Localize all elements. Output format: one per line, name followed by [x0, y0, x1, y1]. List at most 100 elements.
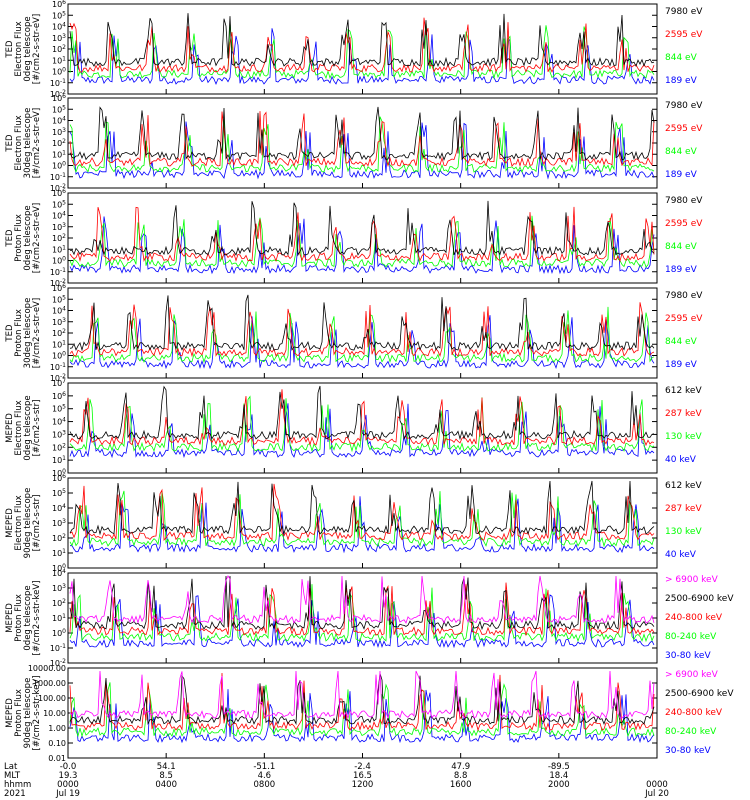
legend-entry: 130 keV	[665, 527, 702, 537]
y-tick-label: 10-1	[50, 267, 66, 277]
legend-entry: 2595 eV	[665, 30, 703, 40]
x-tick-label: 1600	[450, 780, 472, 790]
y-tick-label: 105	[52, 104, 66, 114]
legend-entry: 844 eV	[665, 242, 698, 252]
y-tick-label: 100	[52, 351, 66, 361]
panel-frame	[68, 193, 657, 283]
y-tick-label: 101	[52, 613, 66, 623]
legend-entry: 80-240 keV	[665, 632, 717, 642]
legend-entry: 287 keV	[665, 504, 702, 514]
y-tick-label: 103	[52, 583, 66, 593]
x-tick-label: 2000	[548, 780, 570, 790]
y-tick-label: 101	[52, 149, 66, 159]
y-tick-label: 103	[52, 429, 66, 439]
panel-8: 0.01 0.10 1.00 10.00 100.00 1000.00 10000.00 ME…	[5, 664, 734, 763]
flux-trace	[70, 107, 654, 160]
legend-entry: 189 eV	[665, 76, 698, 86]
y-tick-label: 105	[52, 294, 66, 304]
y-tick-label: 105	[52, 488, 66, 498]
y-tick-label: 1.00	[48, 724, 66, 733]
panel-6: 100 101 102 103 104 105 106 MEPED Electron Flux 9…	[5, 473, 702, 573]
y-axis-label: [#/cm2-s-str]	[32, 400, 42, 457]
legend-entry: 2595 eV	[665, 124, 703, 134]
legend-entry: 2595 eV	[665, 314, 703, 324]
y-tick-label: 102	[52, 44, 66, 54]
y-tick-label: 106	[52, 0, 66, 9]
flux-trace	[70, 682, 654, 736]
legend-entry: 40 keV	[665, 550, 697, 560]
x-tick-label: 0800	[254, 780, 276, 790]
flux-trace	[70, 386, 654, 439]
legend-entry: 844 eV	[665, 337, 698, 347]
y-tick-label: 101	[52, 339, 66, 349]
y-tick-label: 102	[52, 598, 66, 608]
flux-trace	[70, 307, 654, 362]
legend-entry: 189 eV	[665, 360, 698, 370]
y-tick-label: 102	[52, 138, 66, 148]
legend-entry: 30-80 keV	[665, 651, 711, 661]
y-axis-label: [#/cm2-s-str-eV]	[32, 203, 42, 273]
y-axis-label: [#/cm2-s-str-eV]	[32, 108, 42, 178]
flux-trace	[70, 576, 654, 623]
legend-entry: 612 keV	[665, 386, 702, 396]
y-tick-label: 101	[52, 548, 66, 558]
y-tick-label: 107	[52, 378, 66, 388]
legend-entry: 189 eV	[665, 170, 698, 180]
y-axis-label: [#/cm2-s-str-keV]	[32, 581, 42, 656]
legend-entry: 287 keV	[665, 409, 702, 419]
y-tick-label: 10-1	[50, 362, 66, 372]
flux-trace	[70, 28, 654, 84]
legend-entry: 2500-6900 keV	[665, 689, 734, 699]
y-tick-label: 103	[52, 317, 66, 327]
y-tick-label: 103	[52, 127, 66, 137]
y-tick-label: 106	[52, 473, 66, 483]
y-tick-label: 102	[52, 442, 66, 452]
y-tick-label: 103	[52, 518, 66, 528]
legend-entry: 40 keV	[665, 455, 697, 465]
y-tick-label: 102	[52, 533, 66, 543]
y-tick-label: 10-1	[50, 172, 66, 182]
y-tick-label: 10-1	[50, 78, 66, 88]
legend-entry: 7980 eV	[665, 291, 703, 301]
flux-trace	[70, 22, 654, 79]
legend-entry: 30-80 keV	[665, 746, 711, 756]
y-tick-label: 101	[52, 455, 66, 465]
x-tick-label: 0400	[155, 780, 177, 790]
y-tick-label: 104	[52, 22, 66, 32]
y-tick-label: 106	[52, 391, 66, 401]
y-tick-label: 103	[52, 33, 66, 43]
y-tick-label: 104	[52, 417, 66, 427]
legend-entry: 2595 eV	[665, 219, 703, 229]
y-tick-label: 105	[52, 199, 66, 209]
legend-entry: 612 keV	[665, 481, 702, 491]
y-tick-label: 10-1	[50, 643, 66, 653]
legend-entry: > 6900 keV	[665, 670, 719, 680]
flux-trace	[70, 122, 654, 179]
legend-entry: 7980 eV	[665, 7, 703, 17]
y-tick-label: 106	[52, 188, 66, 198]
legend-entry: 844 eV	[665, 147, 698, 157]
y-tick-label: 104	[52, 306, 66, 316]
legend-entry: 130 keV	[665, 432, 702, 442]
y-tick-label: 101	[52, 55, 66, 65]
y-axis-label: [#/cm2-s-str-eV]	[32, 14, 42, 84]
x-tick-label: Jul 20	[644, 789, 669, 799]
y-tick-label: 100.00	[38, 694, 66, 703]
flux-trace	[70, 671, 654, 718]
y-axis-label: [#/cm2-s-str-keV]	[32, 676, 42, 751]
y-tick-label: 105	[52, 404, 66, 414]
multi-panel-flux-chart: 10-210-1100101102103104105106TED Electron…	[0, 0, 750, 800]
legend-entry: 189 eV	[665, 265, 698, 275]
legend-entry: 240-800 keV	[665, 708, 723, 718]
panel-4: 10-210-1100101102103104105106TED Proton F…	[5, 283, 703, 383]
y-tick-label: 105	[52, 10, 66, 20]
y-tick-label: 104	[52, 116, 66, 126]
x-row-label: 2021	[4, 789, 26, 799]
y-tick-label: 104	[52, 211, 66, 221]
y-tick-label: 106	[52, 93, 66, 103]
y-tick-label: 104	[52, 503, 66, 513]
y-tick-label: 103	[52, 222, 66, 232]
panel-7: 10-2 10-1 100 101 102 103 104 MEPED Proton Flux 0…	[5, 568, 734, 668]
